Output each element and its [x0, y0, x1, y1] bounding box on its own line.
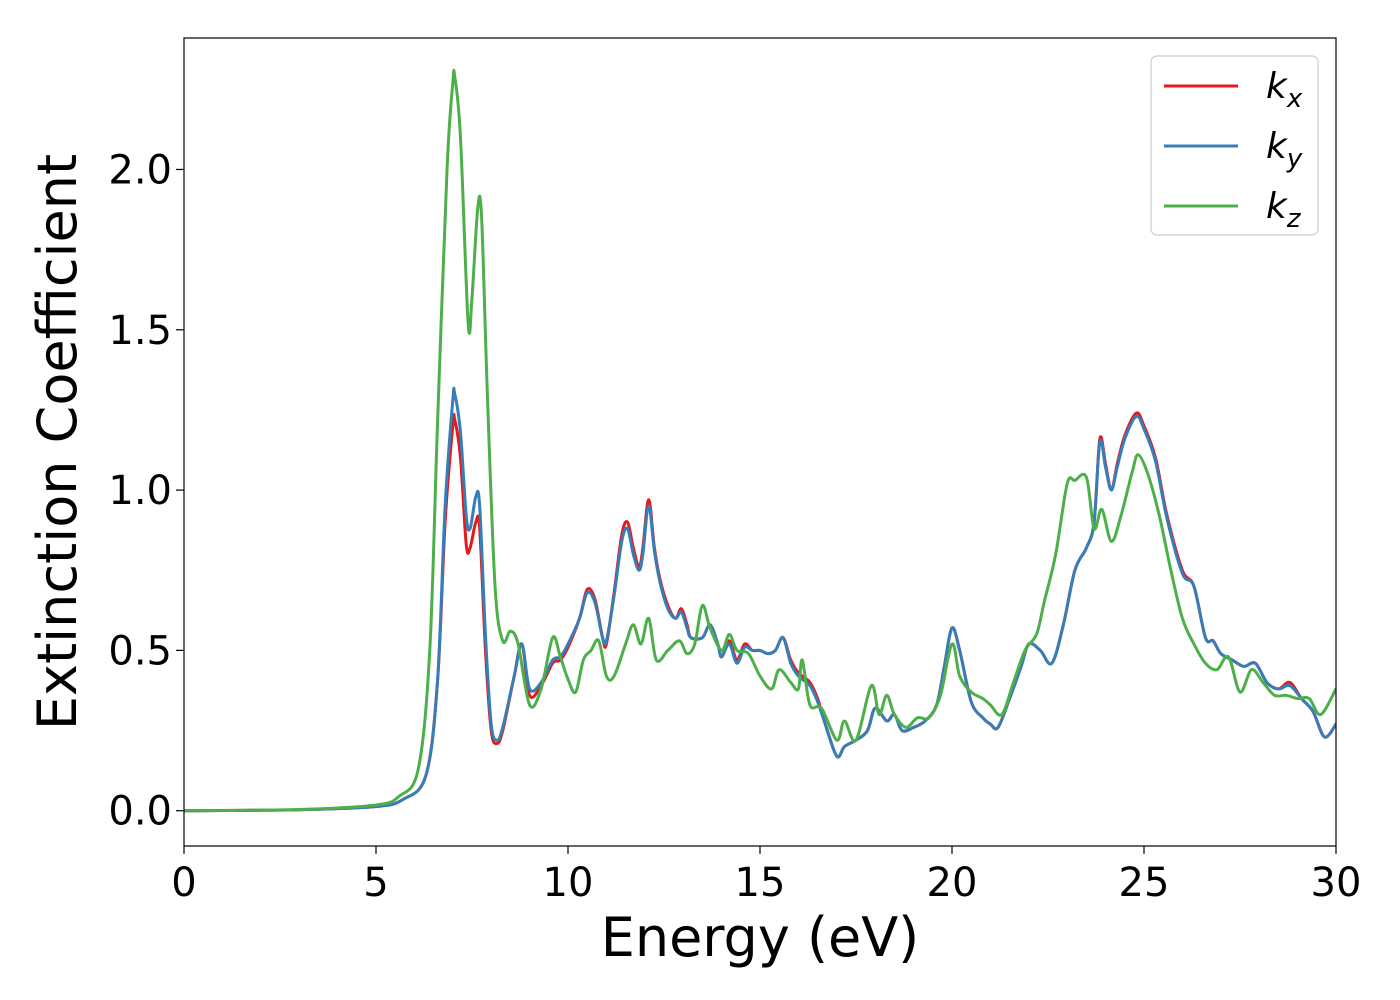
y-tick-label: 0.0 — [108, 789, 172, 835]
legend-label-kz: kz — [1266, 186, 1302, 234]
x-tick-label: 25 — [1119, 860, 1170, 906]
x-tick-label: 20 — [927, 860, 978, 906]
y-axis-title: Extinction Coefficient — [26, 154, 89, 730]
x-tick-label: 10 — [543, 860, 594, 906]
legend-label-kx: kx — [1266, 66, 1303, 114]
x-axis-ticks: 0 5 10 15 20 25 30 — [171, 846, 1361, 906]
series-layer — [184, 68, 1336, 813]
y-tick-label: 1.5 — [108, 308, 172, 354]
x-axis-title: Energy (eV) — [601, 906, 920, 969]
y-tick-label: 2.0 — [108, 147, 172, 193]
x-tick-label: 0 — [171, 860, 196, 906]
legend-label-ky: ky — [1266, 126, 1303, 174]
x-tick-label: 15 — [735, 860, 786, 906]
y-axis-ticks: 0.0 0.5 1.0 1.5 2.0 — [108, 147, 184, 835]
legend: kx ky kz — [1150, 55, 1319, 236]
series-line-k-z — [184, 68, 1336, 813]
y-tick-label: 1.0 — [108, 468, 172, 514]
series-line-k-y — [184, 386, 1336, 813]
x-tick-label: 30 — [1311, 860, 1362, 906]
x-tick-label: 5 — [363, 860, 388, 906]
y-tick-label: 0.5 — [108, 628, 172, 674]
